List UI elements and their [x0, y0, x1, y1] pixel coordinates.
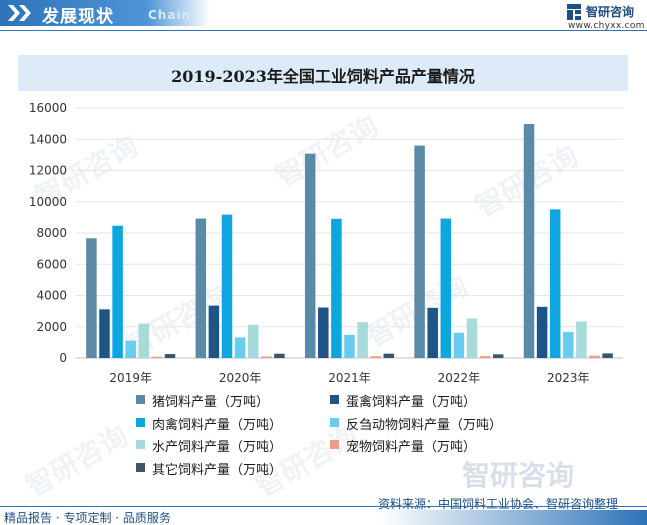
- bar: [151, 356, 163, 358]
- legend-swatch: [330, 440, 339, 449]
- bar: [344, 334, 355, 359]
- y-axis-tick-labels: 0 2000 4000 6000 8000 10000 12000 14000 16000: [29, 101, 67, 365]
- section-title: 发展现状: [42, 7, 114, 27]
- section-subtitle: Chain: [148, 8, 192, 22]
- chart-title-band: 2019-2023年全国工业饲料产品产量情况: [18, 55, 628, 91]
- gridlines: [76, 107, 623, 359]
- legend-label: 反刍动物饲料产量（万吨）: [346, 417, 503, 433]
- y-tick-label: 6000: [36, 257, 67, 271]
- bar: [549, 209, 561, 358]
- bar: [304, 153, 316, 358]
- footer-tagline: 精品报告 · 专项定制 · 品质服务: [4, 511, 171, 525]
- footer-divider: [0, 506, 647, 507]
- legend-label: 其它饲料产量（万吨）: [152, 462, 283, 478]
- x-tick-label: 2020年: [219, 371, 262, 385]
- bar: [414, 145, 425, 358]
- legend-swatch: [136, 440, 145, 449]
- bar: [383, 353, 395, 358]
- legend-swatch: [330, 395, 339, 404]
- bar: [221, 214, 233, 359]
- y-tick-label: 2000: [36, 320, 67, 334]
- brand-watermark: 智研咨询: [462, 459, 575, 492]
- legend-label: 肉禽饲料产量（万吨）: [152, 417, 283, 433]
- bar: [112, 225, 123, 358]
- y-tick-label: 16000: [29, 101, 67, 115]
- bar: [576, 321, 587, 358]
- watermark: 智研咨询: [20, 419, 134, 504]
- legend-label: 宠物饲料产量（万吨）: [346, 440, 477, 455]
- bar: [138, 323, 150, 358]
- x-axis-tick-labels: 2019年 2020年 2021年 2022年 2023年: [109, 371, 589, 385]
- bar: [357, 322, 368, 358]
- x-tick-label: 2019年: [109, 371, 152, 385]
- legend-swatch: [330, 417, 339, 427]
- y-tick-label: 0: [59, 351, 67, 365]
- header-banner: 发展现状 Chain: [0, 0, 210, 27]
- y-tick-label: 10000: [29, 195, 67, 209]
- bar: [492, 354, 504, 358]
- bar: [195, 218, 207, 358]
- bar: [261, 356, 272, 358]
- bars: [86, 124, 613, 359]
- footer-banner: [380, 510, 647, 525]
- bar: [164, 354, 176, 358]
- x-tick-label: 2021年: [328, 371, 371, 385]
- bar: [247, 324, 259, 358]
- bar: [536, 306, 548, 358]
- x-tick-label: 2023年: [547, 371, 590, 385]
- bar: [208, 305, 220, 359]
- bar: [523, 124, 535, 358]
- brand-logo-icon: [567, 4, 581, 20]
- bar: [563, 331, 574, 358]
- bar: [99, 309, 110, 358]
- y-tick-label: 12000: [29, 164, 67, 178]
- chevron-arrows-icon: [8, 5, 31, 21]
- bar-chart: 0 2000 4000 6000 8000 10000 12000 14000 16000 20…: [29, 101, 623, 385]
- bar: [331, 218, 342, 358]
- bar: [86, 238, 97, 358]
- y-tick-label: 8000: [36, 226, 67, 240]
- chart-title: 2019-2023年全国工业饲料产品产量情况: [171, 67, 475, 86]
- legend-label: 蛋禽饲料产量（万吨）: [346, 395, 477, 410]
- legend-swatch: [136, 395, 145, 404]
- bar: [234, 337, 246, 358]
- header: 发展现状 Chain 智研咨询 www.chyxx.com: [0, 0, 647, 32]
- bar: [440, 218, 452, 358]
- brand-url: www.chyxx.com: [568, 21, 645, 31]
- bar: [466, 318, 478, 358]
- y-tick-label: 14000: [29, 132, 67, 146]
- bar: [370, 356, 381, 358]
- bar: [479, 356, 491, 358]
- header-divider: [0, 30, 647, 31]
- bar: [125, 340, 136, 358]
- bar: [589, 355, 600, 358]
- legend-label: 猪饲料产量（万吨）: [152, 395, 270, 410]
- legend-swatch: [136, 417, 145, 427]
- bar: [274, 353, 285, 358]
- legend-label: 水产饲料产量（万吨）: [152, 440, 283, 455]
- legend-swatch: [136, 462, 145, 472]
- bar: [602, 353, 613, 358]
- source-note: 资料来源：中国饲料工业协会、智研咨询整理: [378, 497, 619, 511]
- bar: [427, 307, 438, 358]
- y-tick-label: 4000: [36, 289, 67, 303]
- bar: [453, 332, 465, 358]
- x-tick-label: 2022年: [438, 371, 481, 385]
- brand-name: 智研咨询: [586, 5, 635, 19]
- bar: [318, 307, 329, 358]
